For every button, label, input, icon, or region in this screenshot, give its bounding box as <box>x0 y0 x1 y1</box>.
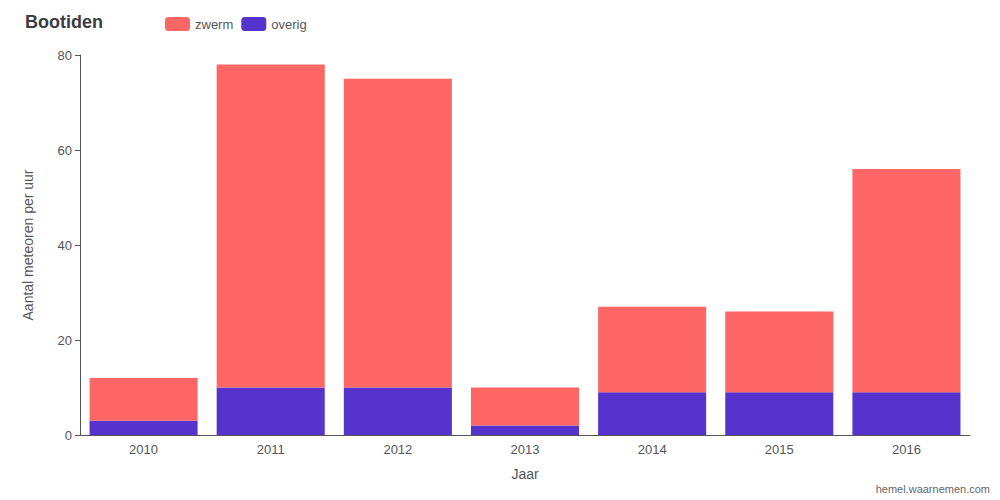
svg-text:2010: 2010 <box>129 442 158 457</box>
svg-text:2015: 2015 <box>765 442 794 457</box>
svg-text:2014: 2014 <box>638 442 667 457</box>
svg-text:Aantal meteoren per uur: Aantal meteoren per uur <box>20 169 36 320</box>
svg-text:2016: 2016 <box>892 442 921 457</box>
svg-text:2011: 2011 <box>257 442 285 457</box>
svg-text:Jaar: Jaar <box>511 466 539 482</box>
svg-text:hemel.waarnemen.com: hemel.waarnemen.com <box>876 483 990 495</box>
svg-text:0: 0 <box>65 428 72 443</box>
svg-text:zwerm: zwerm <box>195 17 233 32</box>
svg-text:2013: 2013 <box>511 442 540 457</box>
svg-text:2012: 2012 <box>383 442 412 457</box>
svg-text:20: 20 <box>58 333 72 348</box>
svg-text:Bootiden: Bootiden <box>25 12 103 32</box>
svg-text:40: 40 <box>58 238 72 253</box>
svg-text:60: 60 <box>58 143 72 158</box>
svg-text:overig: overig <box>271 17 306 32</box>
svg-text:80: 80 <box>58 48 72 63</box>
